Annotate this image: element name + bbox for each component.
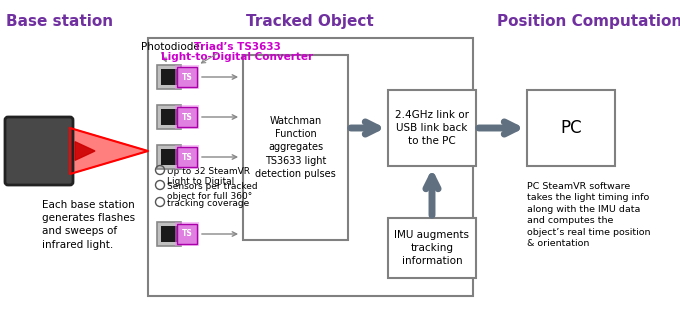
Bar xyxy=(177,147,197,167)
Polygon shape xyxy=(75,142,95,160)
Text: IMU augments
tracking
information: IMU augments tracking information xyxy=(394,230,469,266)
Text: TS: TS xyxy=(182,72,192,81)
Bar xyxy=(527,90,615,166)
Bar xyxy=(175,222,199,246)
Text: TS: TS xyxy=(182,153,192,162)
Bar xyxy=(177,67,197,87)
Bar xyxy=(177,224,197,244)
Bar xyxy=(161,149,177,165)
Text: Base station: Base station xyxy=(6,14,114,29)
Bar xyxy=(175,105,199,129)
FancyBboxPatch shape xyxy=(5,117,73,185)
Bar xyxy=(157,145,181,169)
Bar xyxy=(388,90,476,166)
Bar xyxy=(161,69,177,85)
Text: TS: TS xyxy=(182,230,192,238)
Text: Up to 32 SteamVR
Light to Digital: Up to 32 SteamVR Light to Digital xyxy=(167,167,250,186)
Bar xyxy=(388,218,476,278)
Bar xyxy=(161,109,177,125)
Bar xyxy=(177,107,197,127)
Text: Photodiode: Photodiode xyxy=(141,42,199,52)
Bar xyxy=(161,226,177,242)
Text: Light-to-Digital Converter: Light-to-Digital Converter xyxy=(161,52,313,62)
Text: TS: TS xyxy=(182,113,192,121)
Text: PC SteamVR software
takes the light timing info
along with the IMU data
and comp: PC SteamVR software takes the light timi… xyxy=(527,182,651,248)
Bar xyxy=(157,65,181,89)
Text: Sensors per tracked
object for full 360°: Sensors per tracked object for full 360° xyxy=(167,182,258,202)
Bar xyxy=(157,105,181,129)
Bar xyxy=(243,55,348,240)
Text: tracking coverage: tracking coverage xyxy=(167,199,250,208)
Text: Watchman
Function
aggregates
TS3633 light
detection pulses: Watchman Function aggregates TS3633 ligh… xyxy=(255,116,336,179)
Bar xyxy=(148,38,473,296)
Bar xyxy=(175,145,199,169)
Bar xyxy=(157,222,181,246)
Polygon shape xyxy=(70,128,148,174)
Text: Triad’s TS3633: Triad’s TS3633 xyxy=(194,42,280,52)
Text: PC: PC xyxy=(560,119,582,137)
Text: Position Computation: Position Computation xyxy=(497,14,680,29)
Text: Tracked Object: Tracked Object xyxy=(246,14,374,29)
Bar xyxy=(175,65,199,89)
Text: 2.4GHz link or
USB link back
to the PC: 2.4GHz link or USB link back to the PC xyxy=(395,110,469,146)
Text: Each base station
generates flashes
and sweeps of
infrared light.: Each base station generates flashes and … xyxy=(42,200,135,250)
